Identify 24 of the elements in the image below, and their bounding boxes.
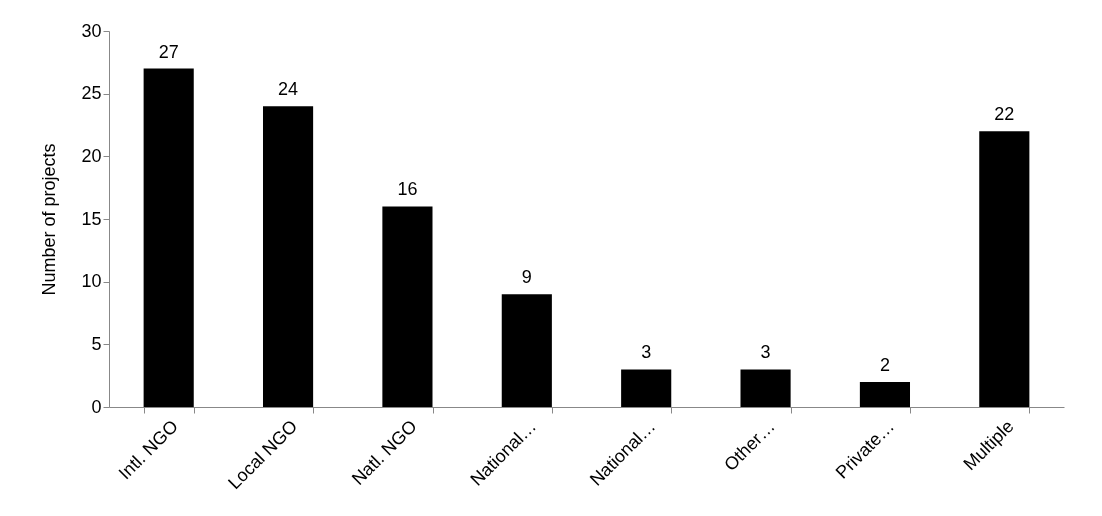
bar: [979, 131, 1030, 407]
data-label: 3: [760, 342, 771, 363]
data-label: 3: [641, 342, 652, 363]
data-label: 24: [278, 79, 299, 100]
bar: [143, 68, 194, 407]
bar: [740, 369, 791, 407]
y-tick-label: 10: [81, 271, 102, 292]
y-tick-label: 5: [91, 333, 102, 354]
bar: [382, 206, 433, 407]
y-tick-label: 15: [81, 208, 102, 229]
bar: [262, 106, 314, 407]
bar: [501, 294, 552, 407]
y-axis-title: Number of projects: [39, 143, 60, 296]
data-label: 9: [521, 267, 532, 288]
data-label: 27: [158, 41, 179, 62]
data-label: 16: [397, 179, 418, 200]
data-label: 2: [879, 354, 890, 375]
y-tick-label: 25: [81, 83, 102, 104]
y-tick-label: 20: [81, 145, 102, 166]
bar: [859, 381, 911, 407]
y-tick-label: 0: [91, 396, 102, 417]
data-label: 22: [994, 104, 1015, 125]
bar: [621, 369, 672, 407]
y-tick-label: 30: [81, 20, 102, 41]
